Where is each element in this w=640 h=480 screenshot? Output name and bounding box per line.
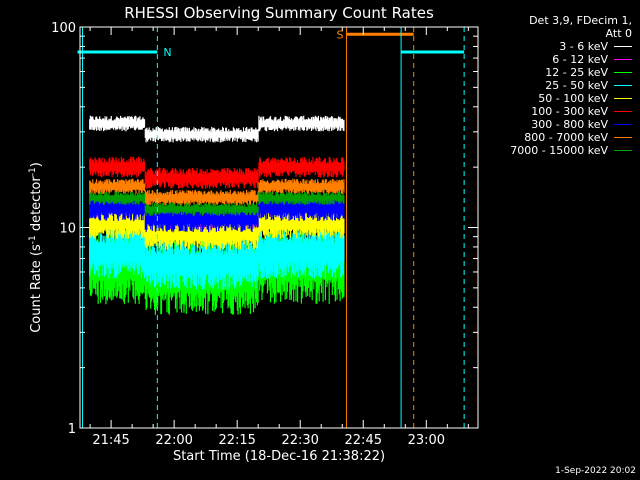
x-tick-label-5: 23:00 (408, 433, 445, 448)
x-tick-label-2: 22:15 (218, 433, 255, 448)
legend-label-6: 300 - 800 keV (531, 118, 608, 131)
legend-item-2: 12 - 25 keV (478, 66, 632, 79)
chart-title: RHESSI Observing Summary Count Rates (124, 4, 434, 22)
series-line-7 (89, 178, 345, 206)
legend-label-7: 800 - 7000 keV (524, 131, 608, 144)
legend-item-7: 800 - 7000 keV (478, 131, 632, 144)
legend-swatch-5 (614, 111, 632, 112)
series-line-0 (89, 115, 345, 143)
legend-item-0: 3 - 6 keV (478, 40, 632, 53)
series-line-8 (89, 191, 345, 216)
footer-date: 1-Sep-2022 20:02 (555, 466, 636, 476)
legend-label-0: 3 - 6 keV (559, 40, 608, 53)
legend-label-4: 50 - 100 keV (538, 92, 608, 105)
legend-swatch-3 (614, 85, 632, 86)
legend-swatch-7 (614, 137, 632, 138)
legend: Det 3,9, FDecim 1, Att 0 3 - 6 keV 6 - 12… (478, 14, 632, 157)
legend-item-5: 100 - 300 keV (478, 105, 632, 118)
legend-swatch-6 (614, 124, 632, 125)
legend-label-3: 25 - 50 keV (545, 79, 608, 92)
series-line-5 (89, 156, 345, 189)
y-tick-label-1: 10 (59, 222, 76, 237)
x-tick-label-1: 22:00 (155, 433, 192, 448)
legend-label-5: 100 - 300 keV (531, 105, 608, 118)
legend-header-line1: Det 3,9, FDecim 1, (529, 14, 632, 27)
legend-swatch-0 (614, 46, 632, 47)
legend-swatch-2 (614, 72, 632, 73)
legend-item-6: 300 - 800 keV (478, 118, 632, 131)
series-line-3 (89, 226, 345, 290)
x-axis-label: Start Time (18-Dec-16 21:38:22) (173, 449, 385, 464)
legend-swatch-8 (614, 150, 632, 151)
legend-item-1: 6 - 12 keV (478, 53, 632, 66)
legend-item-3: 25 - 50 keV (478, 79, 632, 92)
legend-header-line2: Att 0 (605, 27, 632, 40)
legend-item-8: 7000 - 15000 keV (478, 144, 632, 157)
legend-label-8: 7000 - 15000 keV (510, 144, 608, 157)
y-axis-label: Count Rate (s-1 detector-1) (28, 162, 44, 333)
x-tick-label-0: 21:45 (92, 433, 129, 448)
annotation-label-1: S (336, 28, 343, 41)
x-tick-label-4: 22:45 (345, 433, 382, 448)
legend-label-1: 6 - 12 keV (552, 53, 608, 66)
annotation-label-0: N (163, 46, 171, 59)
legend-swatch-1 (614, 59, 632, 60)
legend-item-4: 50 - 100 keV (478, 92, 632, 105)
series-line-6 (89, 195, 345, 233)
legend-swatch-4 (614, 98, 632, 99)
x-tick-label-3: 22:30 (281, 433, 318, 448)
y-tick-label-2: 100 (51, 21, 76, 36)
legend-label-2: 12 - 25 keV (545, 66, 608, 79)
y-tick-label-0: 1 (68, 422, 76, 437)
